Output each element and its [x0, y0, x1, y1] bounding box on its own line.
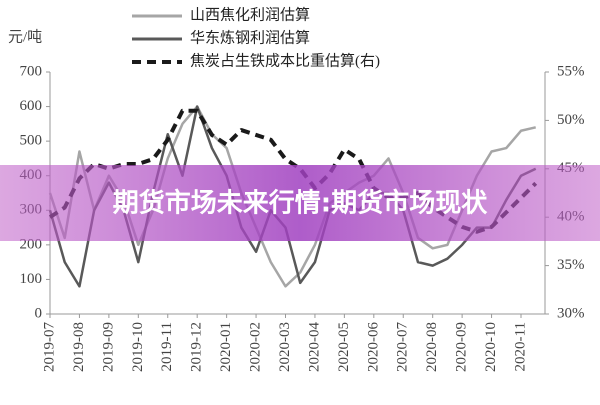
x-tick-label: 2019-12: [189, 322, 205, 372]
x-tick-label: 2020-11: [512, 322, 528, 371]
y-tick-label: 500: [20, 133, 43, 149]
legend-label: 华东炼钢利润估算: [190, 28, 310, 46]
banner-band: [0, 165, 600, 241]
y-tick-label: 700: [20, 63, 43, 79]
y-tick-label: 0: [35, 305, 43, 321]
x-tick-label: 2020-04: [306, 322, 322, 372]
x-tick-label: 2019-10: [130, 322, 146, 372]
y-axis-label: 元/吨: [8, 28, 42, 45]
legend-label: 山西焦化利润估算: [190, 5, 310, 23]
x-tick-label: 2020-06: [365, 322, 381, 372]
y-tick-label: 600: [20, 98, 43, 114]
y2-tick-label: 30%: [557, 305, 585, 321]
x-tick-label: 2019-09: [100, 322, 116, 372]
x-tick-label: 2019-07: [41, 322, 57, 372]
x-tick-label: 2020-05: [336, 322, 352, 372]
x-tick-label: 2019-11: [159, 322, 175, 371]
x-tick-label: 2020-03: [277, 322, 293, 372]
banner-text: 期货市场未来行情:期货市场现状: [113, 188, 488, 219]
y2-tick-label: 55%: [557, 63, 585, 79]
y-tick-label: 100: [20, 271, 43, 287]
x-tick-label: 2020-01: [218, 322, 234, 372]
y2-tick-label: 50%: [557, 112, 585, 128]
legend-label: 焦炭占生铁成本比重估算(右): [190, 51, 380, 69]
x-tick-label: 2020-02: [248, 322, 264, 372]
x-tick-label: 2020-08: [424, 322, 440, 372]
x-tick-label: 2019-08: [71, 322, 87, 372]
y2-tick-label: 35%: [557, 257, 585, 273]
x-tick-label: 2020-07: [395, 322, 411, 372]
x-tick-label: 2020-09: [454, 322, 470, 372]
x-tick-label: 2020-10: [483, 322, 499, 372]
